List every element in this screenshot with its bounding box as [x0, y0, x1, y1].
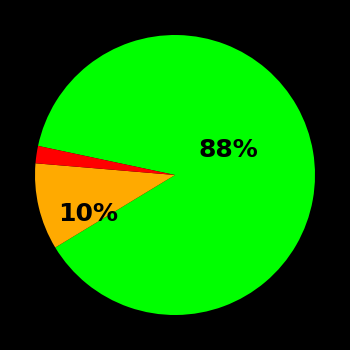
- Wedge shape: [38, 35, 315, 315]
- Text: 88%: 88%: [198, 138, 258, 162]
- Wedge shape: [35, 163, 175, 247]
- Wedge shape: [35, 146, 175, 175]
- Text: 10%: 10%: [58, 202, 118, 226]
